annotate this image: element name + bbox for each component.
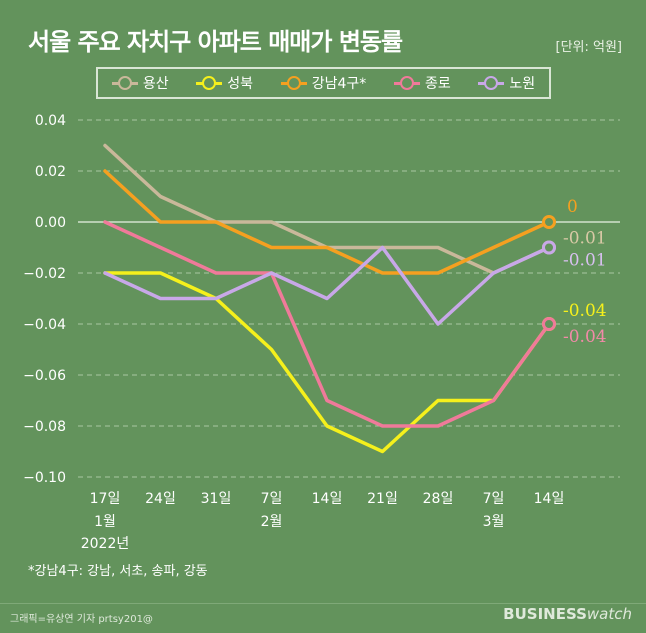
series-line-노원 <box>103 245 551 326</box>
x-tick-label: 24일 <box>145 491 176 507</box>
legend-swatch <box>196 76 223 90</box>
end-label-노원: -0.01 <box>563 251 607 271</box>
x-tick-label: 17일 <box>90 491 121 507</box>
footer-divider <box>0 603 646 604</box>
legend-label: 성북 <box>227 76 254 92</box>
brand-logo-light: watch <box>586 605 632 623</box>
y-tick-label: 0.00 <box>35 215 66 231</box>
y-tick-label: −0.04 <box>23 317 66 333</box>
y-tick-label: −0.10 <box>23 470 66 486</box>
legend-item: 성북 <box>196 73 253 93</box>
x-sub-label: 1월 <box>94 514 116 530</box>
series-line-성북 <box>103 271 551 454</box>
legend-item: 용산 <box>111 73 169 93</box>
legend-label: 종로 <box>424 76 451 92</box>
y-tick-label: 0.02 <box>35 164 66 180</box>
legend-swatch <box>478 76 505 90</box>
y-tick-label: 0.04 <box>35 113 66 129</box>
legend-label: 용산 <box>142 76 169 92</box>
legend-label: 강남4구* <box>311 76 367 92</box>
end-marker-노원 <box>542 240 556 255</box>
end-label-강남4구*: 0 <box>567 197 578 217</box>
line-chart: 0.04 0.02 0.00 −0.02 −0.04 −0.06 −0.08 −0.10 17일… <box>23 113 620 552</box>
legend-swatch <box>111 76 138 90</box>
end-marker-종로 <box>542 317 556 331</box>
x-tick-label: 7일 <box>261 491 283 507</box>
series-line-강남4구* <box>103 169 551 275</box>
y-tick-label: −0.08 <box>23 419 66 435</box>
legend-item: 종로 <box>393 73 451 93</box>
x-tick-label: 21일 <box>367 491 398 507</box>
end-marker-강남4구* <box>542 215 556 229</box>
legend-swatch <box>280 76 307 90</box>
legend: 용산 성북 강남4구* 종로 노원 <box>96 67 551 99</box>
legend-swatch <box>393 76 420 90</box>
x-tick-label: 14일 <box>534 491 565 507</box>
x-tick-label: 31일 <box>201 491 232 507</box>
brand-logo-bold: BUSINESS <box>503 605 587 623</box>
graphic-credit: 그래픽=유상연 기자 prtsy201@ <box>10 614 153 625</box>
x-sub-label: 3월 <box>483 514 505 530</box>
y-tick-label: −0.06 <box>23 368 66 384</box>
chart-title: 서울 주요 자치구 아파트 매매가 변동률 <box>28 28 403 56</box>
footnote: *강남4구: 강남, 서초, 송파, 강동 <box>28 564 208 579</box>
x-tick-label: 14일 <box>312 491 343 507</box>
end-label-종로: -0.04 <box>563 327 607 347</box>
x-tick-label: 28일 <box>423 491 454 507</box>
unit-label: [단위: 억원] <box>555 40 623 55</box>
end-label-성북: -0.04 <box>563 301 607 321</box>
x-sub-label: 2월 <box>261 514 283 530</box>
legend-item: 강남4구* <box>280 73 367 93</box>
end-label-용산: -0.01 <box>563 229 607 249</box>
x-sub-label: 2022년 <box>81 536 130 552</box>
brand-logo: BUSINESSwatch <box>503 605 632 623</box>
y-tick-label: −0.02 <box>23 266 66 282</box>
legend-label: 노원 <box>509 76 536 92</box>
legend-item: 노원 <box>478 73 535 93</box>
x-tick-label: 7일 <box>483 491 505 507</box>
series-line-종로 <box>103 220 551 428</box>
